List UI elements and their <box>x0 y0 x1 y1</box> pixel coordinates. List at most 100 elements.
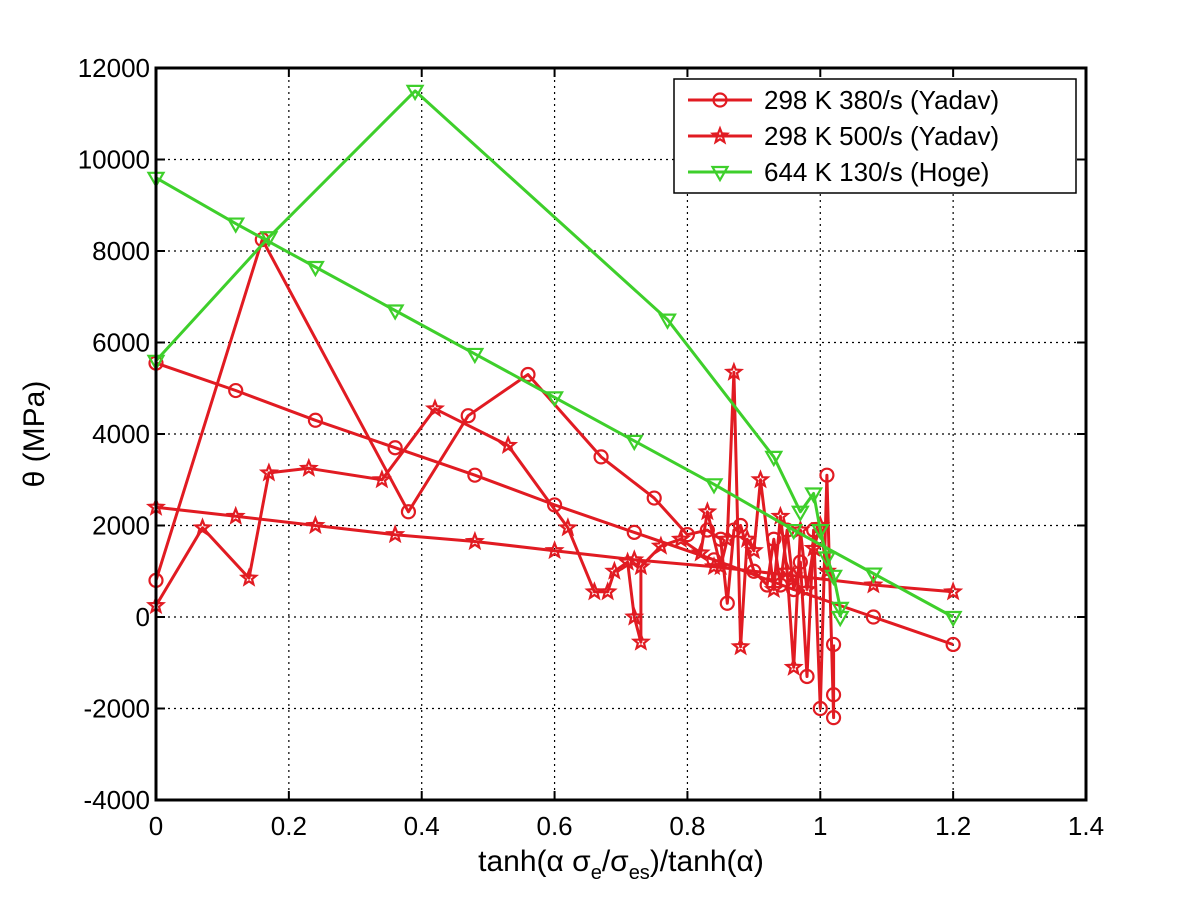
data-point-triangle <box>624 434 644 452</box>
data-point-circle <box>646 490 662 506</box>
y-axis-label: θ (MPa) <box>18 381 51 488</box>
data-point-circle <box>520 366 536 383</box>
data-point-star <box>690 542 711 562</box>
data-point-star <box>617 551 638 571</box>
data-point-star <box>697 501 718 521</box>
data-point-star <box>717 528 738 548</box>
data-point-triangle <box>385 304 405 321</box>
series-2 <box>145 361 964 676</box>
x-tick-label: 1.4 <box>1068 811 1104 841</box>
data-point-circle <box>719 595 735 611</box>
data-point-circle <box>799 668 815 685</box>
data-point-triangle <box>259 231 279 248</box>
data-point-star <box>750 469 771 489</box>
legend-entry-label: 298 K 380/s (Yadav) <box>764 85 999 115</box>
data-point-star <box>703 556 725 576</box>
series-layer <box>145 84 964 726</box>
y-tick-label: 2000 <box>92 511 150 541</box>
data-point-star <box>943 581 964 601</box>
data-point-star <box>424 398 446 418</box>
series-line <box>154 370 829 669</box>
data-point-triangle <box>810 523 830 541</box>
data-point-circle <box>819 467 835 483</box>
data-point-star <box>298 457 319 477</box>
data-point-circle <box>626 524 642 540</box>
x-tick-label: 0.8 <box>669 811 705 841</box>
data-point-triangle <box>545 391 564 408</box>
data-point-star <box>630 631 652 651</box>
data-point-circle <box>825 636 842 653</box>
legend: 298 K 380/s (Yadav) 298 K 500/s (Yadav) 64… <box>673 78 1077 194</box>
y-tick-label: 0 <box>136 602 150 632</box>
data-point-triangle <box>790 505 810 522</box>
data-point-circle <box>825 687 842 703</box>
legend-entry-label: 298 K 500/s (Yadav) <box>764 121 999 151</box>
data-point-circle <box>593 449 609 465</box>
data-point-star <box>597 581 618 601</box>
y-tick-label: 12000 <box>78 53 150 83</box>
data-point-star <box>743 540 764 560</box>
data-point-star <box>783 656 804 676</box>
data-point-star <box>770 505 791 525</box>
data-point-triangle <box>830 601 850 619</box>
data-point-circle <box>699 522 715 538</box>
data-point-star <box>723 361 745 381</box>
data-point-star <box>863 574 884 594</box>
data-point-star <box>557 517 578 537</box>
y-tick-label: 4000 <box>92 419 150 449</box>
data-point-star <box>624 549 645 569</box>
data-point-circle <box>945 636 961 653</box>
data-point-star <box>192 517 213 537</box>
y-tick-label: -4000 <box>84 785 151 815</box>
x-tick-label: 0 <box>149 811 163 841</box>
data-point-star <box>796 578 818 599</box>
x-tick-label: 0.4 <box>404 811 440 841</box>
data-point-star <box>783 565 804 585</box>
data-point-star <box>225 505 246 525</box>
data-point-triangle <box>710 165 730 183</box>
data-point-circle <box>467 467 483 483</box>
data-point-star <box>709 125 731 145</box>
series-3 <box>146 84 963 628</box>
y-tick-label: -2000 <box>84 694 151 724</box>
x-tick-label: 0.2 <box>271 811 307 841</box>
data-point-triangle <box>817 551 837 568</box>
data-point-star <box>385 524 406 544</box>
data-point-star <box>497 434 519 455</box>
y-tick-label: 6000 <box>92 328 150 358</box>
data-point-star <box>730 636 751 656</box>
data-point-circle <box>387 440 403 456</box>
x-axis-label: tanh(α σe/σes)/tanh(α) <box>478 845 764 884</box>
data-point-star <box>763 578 784 599</box>
legend-entry-label: 644 K 130/s (Hoge) <box>764 157 989 187</box>
data-point-triangle <box>405 84 425 102</box>
data-point-triangle <box>764 450 784 468</box>
data-point-circle <box>712 92 728 108</box>
data-point-triangle <box>804 487 824 504</box>
series-line <box>155 361 954 646</box>
data-point-triangle <box>465 347 485 365</box>
data-point-star <box>258 462 280 482</box>
data-point-star <box>544 540 565 560</box>
x-tick-label: 1 <box>813 811 827 841</box>
data-point-star <box>604 560 625 580</box>
data-point-circle <box>825 710 842 726</box>
data-point-triangle <box>824 569 843 587</box>
data-point-circle <box>307 412 324 428</box>
data-point-triangle <box>784 523 804 541</box>
data-point-star <box>624 606 645 626</box>
data-point-triangle <box>830 610 850 628</box>
data-point-circle <box>732 517 749 534</box>
data-point-star <box>737 528 758 548</box>
data-point-triangle <box>864 567 883 584</box>
data-point-star <box>238 567 260 587</box>
data-point-circle <box>812 700 828 717</box>
series-line <box>155 505 954 594</box>
x-tick-label: 1.2 <box>935 811 971 841</box>
data-point-star <box>305 514 326 535</box>
data-point-circle <box>228 382 244 399</box>
data-point-triangle <box>943 610 963 628</box>
data-point-triangle <box>704 478 724 495</box>
y-tick-label: 10000 <box>78 145 150 175</box>
